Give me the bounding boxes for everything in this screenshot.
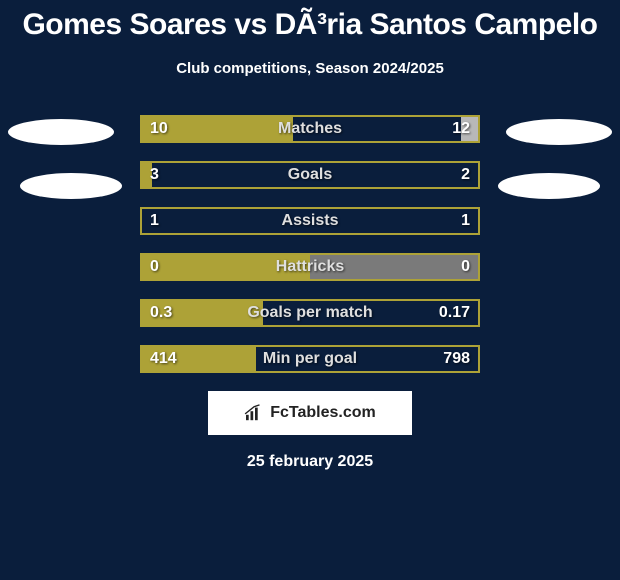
bar-value-left: 10 [150, 120, 168, 138]
bar-row: Goals 3 2 [140, 161, 480, 189]
player-oval-right-1 [506, 119, 612, 145]
bar-value-left: 414 [150, 350, 177, 368]
bar-label: Goals [288, 166, 332, 184]
chart-icon [244, 404, 266, 422]
bar-value-right: 2 [461, 166, 470, 184]
badge-text: FcTables.com [270, 404, 376, 422]
bar-value-right: 0 [461, 258, 470, 276]
bar-value-left: 0.3 [150, 304, 172, 322]
bar-value-right: 12 [452, 120, 470, 138]
bars-container: Matches 10 12 Goals 3 2 Assists 1 1 Hattricks 0 0 Go… [140, 115, 480, 373]
footer-date: 25 february 2025 [0, 453, 620, 471]
bar-row: Matches 10 12 [140, 115, 480, 143]
footer-badge: FcTables.com [208, 391, 412, 435]
bar-label: Min per goal [263, 350, 357, 368]
bar-row: Min per goal 414 798 [140, 345, 480, 373]
player-oval-left-2 [20, 173, 122, 199]
page-title: Gomes Soares vs DÃ³ria Santos Campelo [0, 0, 620, 42]
page-subtitle: Club competitions, Season 2024/2025 [0, 60, 620, 77]
comparison-chart: Matches 10 12 Goals 3 2 Assists 1 1 Hattricks 0 0 Go… [0, 115, 620, 373]
bar-value-right: 0.17 [439, 304, 470, 322]
bar-row: Goals per match 0.3 0.17 [140, 299, 480, 327]
bar-value-right: 1 [461, 212, 470, 230]
bar-label: Hattricks [276, 258, 344, 276]
bar-row: Assists 1 1 [140, 207, 480, 235]
bar-value-left: 3 [150, 166, 159, 184]
player-oval-right-2 [498, 173, 600, 199]
bar-label: Assists [282, 212, 339, 230]
bar-value-left: 1 [150, 212, 159, 230]
bar-value-left: 0 [150, 258, 159, 276]
bar-label: Goals per match [247, 304, 372, 322]
bar-value-right: 798 [443, 350, 470, 368]
player-oval-left-1 [8, 119, 114, 145]
bar-row: Hattricks 0 0 [140, 253, 480, 281]
bar-label: Matches [278, 120, 342, 138]
